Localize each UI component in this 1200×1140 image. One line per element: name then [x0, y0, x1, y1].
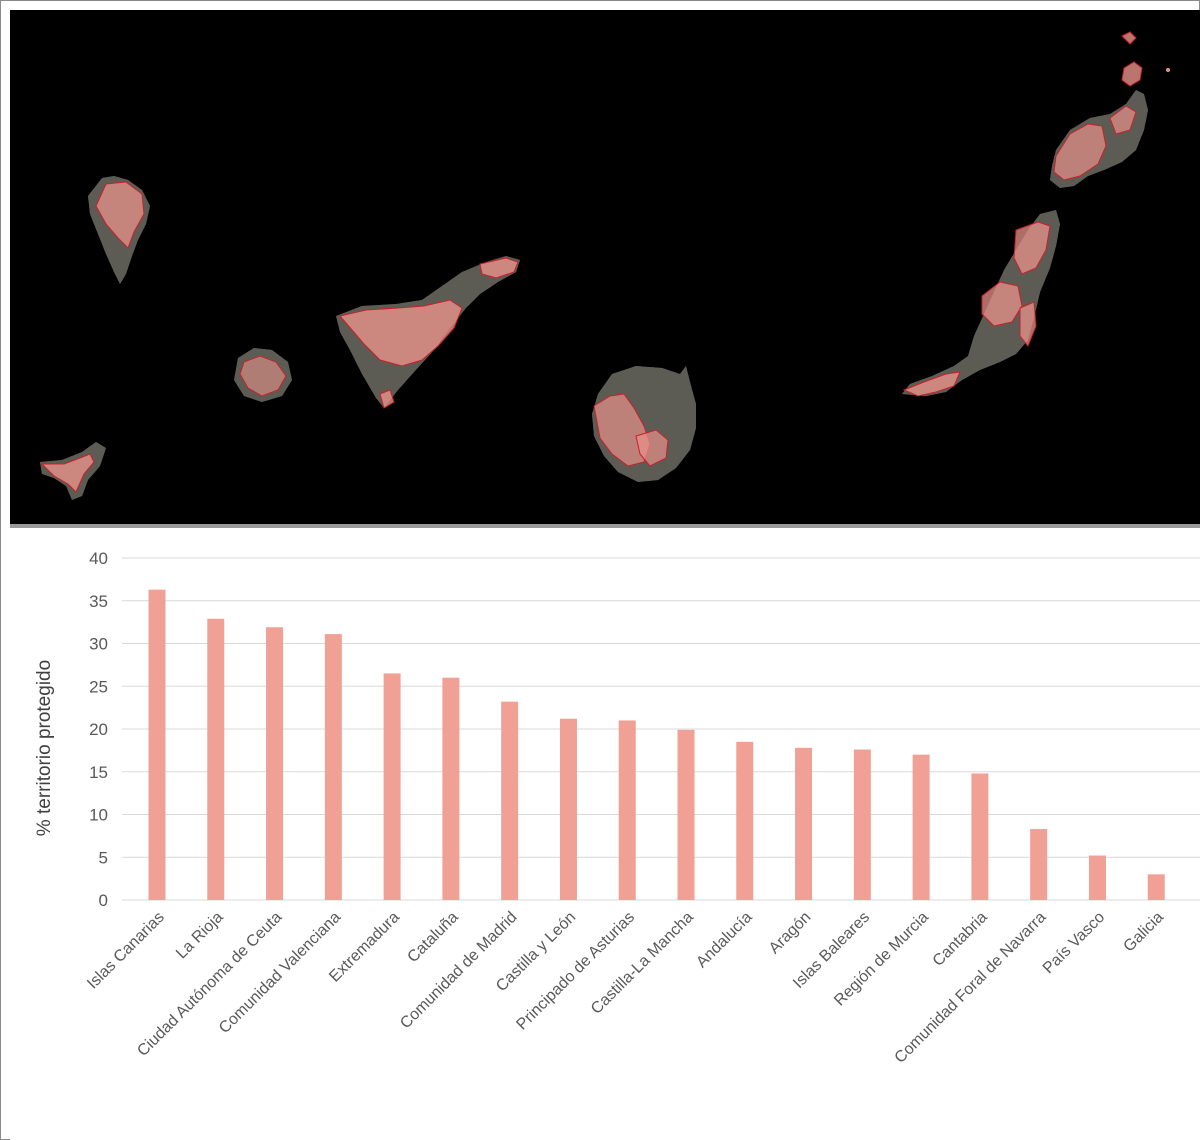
- bars: [148, 589, 1165, 900]
- bar: [559, 718, 577, 900]
- island-gran-canaria: [592, 366, 696, 482]
- canary-islands-map: [10, 10, 1200, 526]
- bar: [1030, 829, 1048, 900]
- island-fuerteventura: [902, 210, 1060, 397]
- x-category-label: Castilla-La Mancha: [588, 909, 697, 1018]
- panel-divider: [10, 524, 1200, 528]
- x-category-label: Cataluña: [404, 909, 461, 966]
- x-category-label: Cantabria: [930, 909, 991, 970]
- y-tick-label: 35: [89, 592, 108, 611]
- island-lanzarote: [1050, 90, 1148, 188]
- island-la-gomera: [234, 348, 292, 402]
- island-la-graciosa: [1121, 31, 1170, 87]
- x-category-label: Andalucía: [693, 909, 755, 971]
- island-el-hierro: [40, 442, 106, 500]
- bar: [853, 749, 871, 900]
- y-axis-title: % territorio protegido: [34, 660, 55, 836]
- gridlines: [122, 557, 1200, 901]
- y-tick-label: 40: [89, 549, 108, 568]
- bar: [324, 634, 342, 900]
- island-la-palma: [88, 176, 150, 284]
- bar: [148, 589, 166, 900]
- bar: [736, 741, 754, 900]
- x-category-label: Principado de Asturias: [513, 909, 638, 1034]
- y-tick-label: 0: [99, 891, 108, 910]
- y-axis-ticks: 0 5 10 15 20 25 30 35 40: [89, 549, 108, 910]
- bar: [266, 627, 284, 900]
- bar: [383, 673, 401, 900]
- y-tick-label: 5: [99, 848, 108, 867]
- bar: [501, 701, 519, 900]
- bar: [1088, 855, 1106, 900]
- x-category-label: Galicia: [1120, 909, 1167, 956]
- y-tick-label: 20: [89, 720, 108, 739]
- bar: [677, 729, 695, 900]
- bar-chart: 0 5 10 15 20 25 30 35 40 Islas Canarias La Rioja C…: [10, 528, 1200, 1140]
- bar: [912, 754, 930, 900]
- bar: [971, 773, 989, 900]
- y-tick-label: 10: [89, 806, 108, 825]
- x-category-label: Islas Canarias: [84, 909, 168, 993]
- x-category-label: País Vasco: [1040, 909, 1108, 977]
- y-tick-label: 25: [89, 677, 108, 696]
- bar: [618, 720, 636, 900]
- x-category-label: Comunidad Valenciana: [216, 909, 344, 1037]
- island-tenerife: [336, 256, 520, 409]
- x-category-label: La Rioja: [173, 909, 227, 963]
- bar: [1147, 874, 1165, 900]
- bar: [207, 618, 225, 900]
- x-category-label: Comunidad de Madrid: [397, 909, 520, 1032]
- x-category-label: Aragón: [766, 909, 815, 958]
- y-tick-label: 15: [89, 763, 108, 782]
- y-tick-label: 30: [89, 635, 108, 654]
- bar: [442, 677, 460, 900]
- bar: [795, 747, 813, 900]
